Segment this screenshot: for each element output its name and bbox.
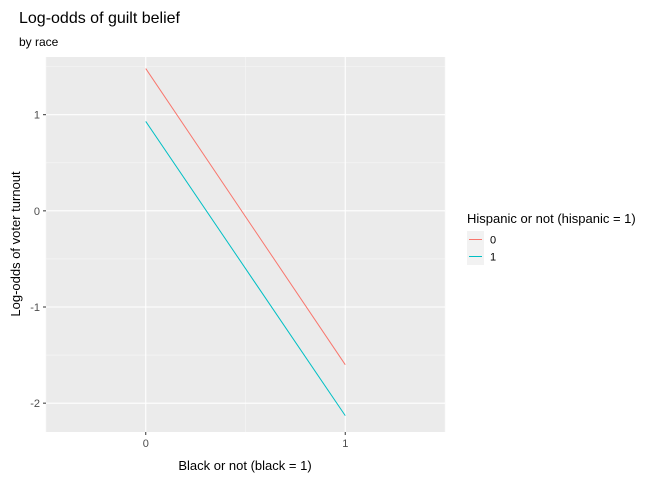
- series-line-0: [145, 68, 346, 365]
- y-tick-label: -1: [30, 302, 40, 314]
- chart-subtitle: by race: [19, 35, 59, 49]
- chart-title: Log-odds of guilt belief: [19, 10, 181, 27]
- y-axis-ticks: -2 -1 0 1: [30, 110, 46, 410]
- x-tick-label: 0: [143, 438, 149, 450]
- data-series: [145, 68, 346, 416]
- legend: 01: [467, 231, 496, 265]
- y-axis-title: Log-odds of voter turnout: [8, 171, 23, 317]
- x-axis-title: Black or not (black = 1): [178, 458, 311, 473]
- legend-label-1: 1: [490, 252, 496, 264]
- major-gridlines: [46, 57, 445, 432]
- y-tick-label: 0: [34, 206, 40, 218]
- series-line-1: [145, 121, 346, 416]
- y-tick-label: 1: [34, 110, 40, 122]
- x-tick-label: 1: [342, 438, 348, 450]
- minor-gridlines: [45, 57, 446, 432]
- legend-label-0: 0: [490, 235, 496, 247]
- y-tick-label: -2: [30, 398, 40, 410]
- legend-title: Hispanic or not (hispanic = 1): [467, 211, 636, 226]
